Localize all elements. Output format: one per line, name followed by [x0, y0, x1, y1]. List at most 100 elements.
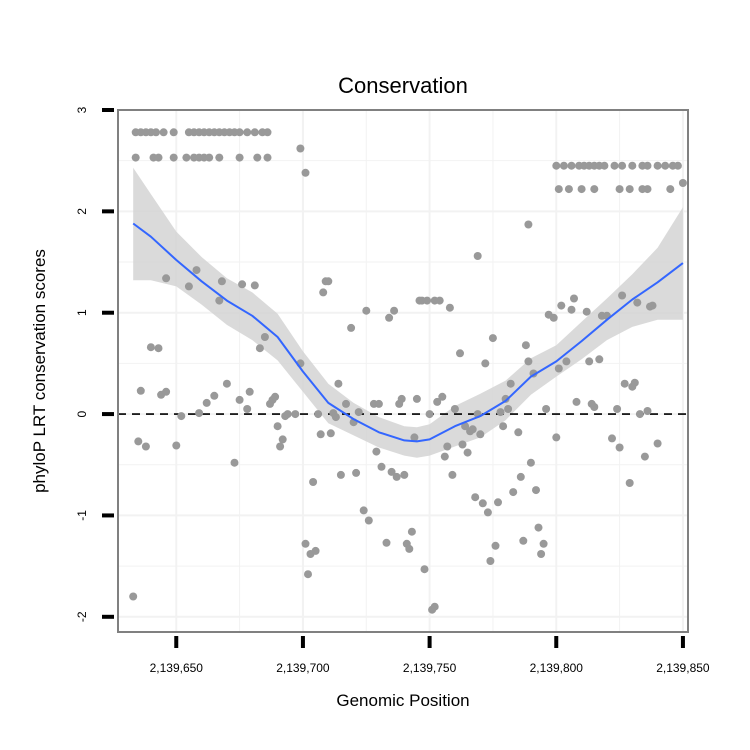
data-point	[488, 334, 497, 343]
data-point	[154, 344, 163, 353]
data-point	[276, 442, 285, 451]
x-axis-title: Genomic Position	[336, 691, 469, 710]
data-point	[129, 592, 138, 601]
data-point	[217, 277, 226, 286]
data-point	[347, 323, 356, 332]
data-point	[430, 602, 439, 611]
data-point	[461, 422, 470, 431]
plot-frame	[117, 109, 689, 633]
confidence-band	[133, 167, 683, 458]
data-point	[450, 405, 459, 413]
data-point	[476, 430, 485, 439]
data-point	[628, 161, 637, 170]
data-point	[314, 410, 323, 419]
data-point	[238, 280, 247, 289]
data-point	[661, 161, 670, 170]
data-point	[643, 161, 652, 170]
data-point	[263, 128, 272, 137]
data-point	[253, 153, 262, 162]
data-point	[359, 506, 368, 515]
data-point	[509, 488, 518, 497]
data-point	[521, 341, 530, 350]
data-point	[263, 153, 272, 162]
data-point	[392, 472, 401, 481]
data-point	[319, 288, 328, 297]
data-point	[640, 452, 649, 461]
data-point	[324, 277, 333, 286]
data-point	[633, 298, 642, 307]
data-point	[486, 557, 495, 565]
data-point	[162, 387, 171, 396]
data-point	[134, 437, 143, 446]
data-point	[291, 410, 300, 419]
data-point	[526, 458, 535, 467]
data-point	[577, 185, 586, 194]
data-point	[311, 546, 320, 555]
y-tick-label: 3	[75, 106, 89, 113]
data-point	[516, 472, 525, 481]
data-point	[552, 433, 561, 442]
data-point	[648, 301, 657, 310]
data-point	[390, 306, 399, 315]
data-point	[362, 306, 371, 315]
data-point	[397, 394, 406, 403]
x-tick-label: 2,139,800	[530, 661, 584, 675]
data-point	[478, 499, 487, 508]
data-point	[440, 452, 449, 461]
data-point	[630, 378, 639, 387]
data-point	[537, 550, 546, 558]
data-point	[230, 458, 239, 467]
data-point	[468, 425, 477, 434]
y-tick-label: -1	[75, 510, 89, 521]
data-point	[559, 161, 568, 170]
data-point	[567, 305, 576, 314]
data-point	[666, 185, 675, 194]
data-point	[255, 344, 264, 353]
data-point	[438, 392, 447, 401]
data-point	[316, 430, 325, 439]
data-point	[504, 405, 513, 413]
data-point	[557, 301, 566, 310]
data-point	[635, 410, 644, 419]
data-point	[615, 185, 624, 194]
data-point	[600, 161, 609, 170]
data-point	[481, 359, 490, 368]
data-point	[235, 153, 244, 162]
data-point	[499, 422, 508, 431]
data-point	[554, 185, 563, 194]
data-point	[519, 536, 528, 545]
data-point	[613, 405, 622, 413]
data-point	[534, 523, 543, 532]
data-point	[615, 443, 624, 452]
data-point	[585, 357, 594, 366]
data-point	[336, 470, 345, 479]
x-tick-label: 2,139,700	[276, 661, 330, 675]
data-point	[524, 357, 533, 366]
data-point	[456, 349, 464, 358]
data-point	[494, 498, 502, 507]
data-point	[250, 128, 259, 137]
data-point	[192, 266, 201, 275]
data-point	[410, 433, 419, 442]
data-point	[595, 355, 604, 364]
data-point	[326, 429, 335, 438]
y-axis-title: phyloP LRT conservation scores	[30, 249, 49, 493]
data-point	[309, 478, 318, 486]
data-point	[552, 161, 561, 170]
data-point	[473, 252, 482, 260]
data-point	[245, 387, 254, 396]
data-point	[458, 440, 467, 449]
chart-title: Conservation	[338, 73, 468, 98]
data-point	[243, 405, 252, 413]
data-point	[152, 128, 160, 137]
data-point	[620, 379, 629, 388]
data-point	[590, 185, 599, 194]
data-point	[377, 462, 386, 471]
data-point	[567, 161, 576, 170]
y-axis: -2 -1 0 1 2 3	[75, 106, 114, 622]
data-point	[445, 303, 454, 312]
data-point	[215, 153, 224, 162]
data-point	[283, 410, 292, 419]
data-point	[524, 220, 533, 229]
